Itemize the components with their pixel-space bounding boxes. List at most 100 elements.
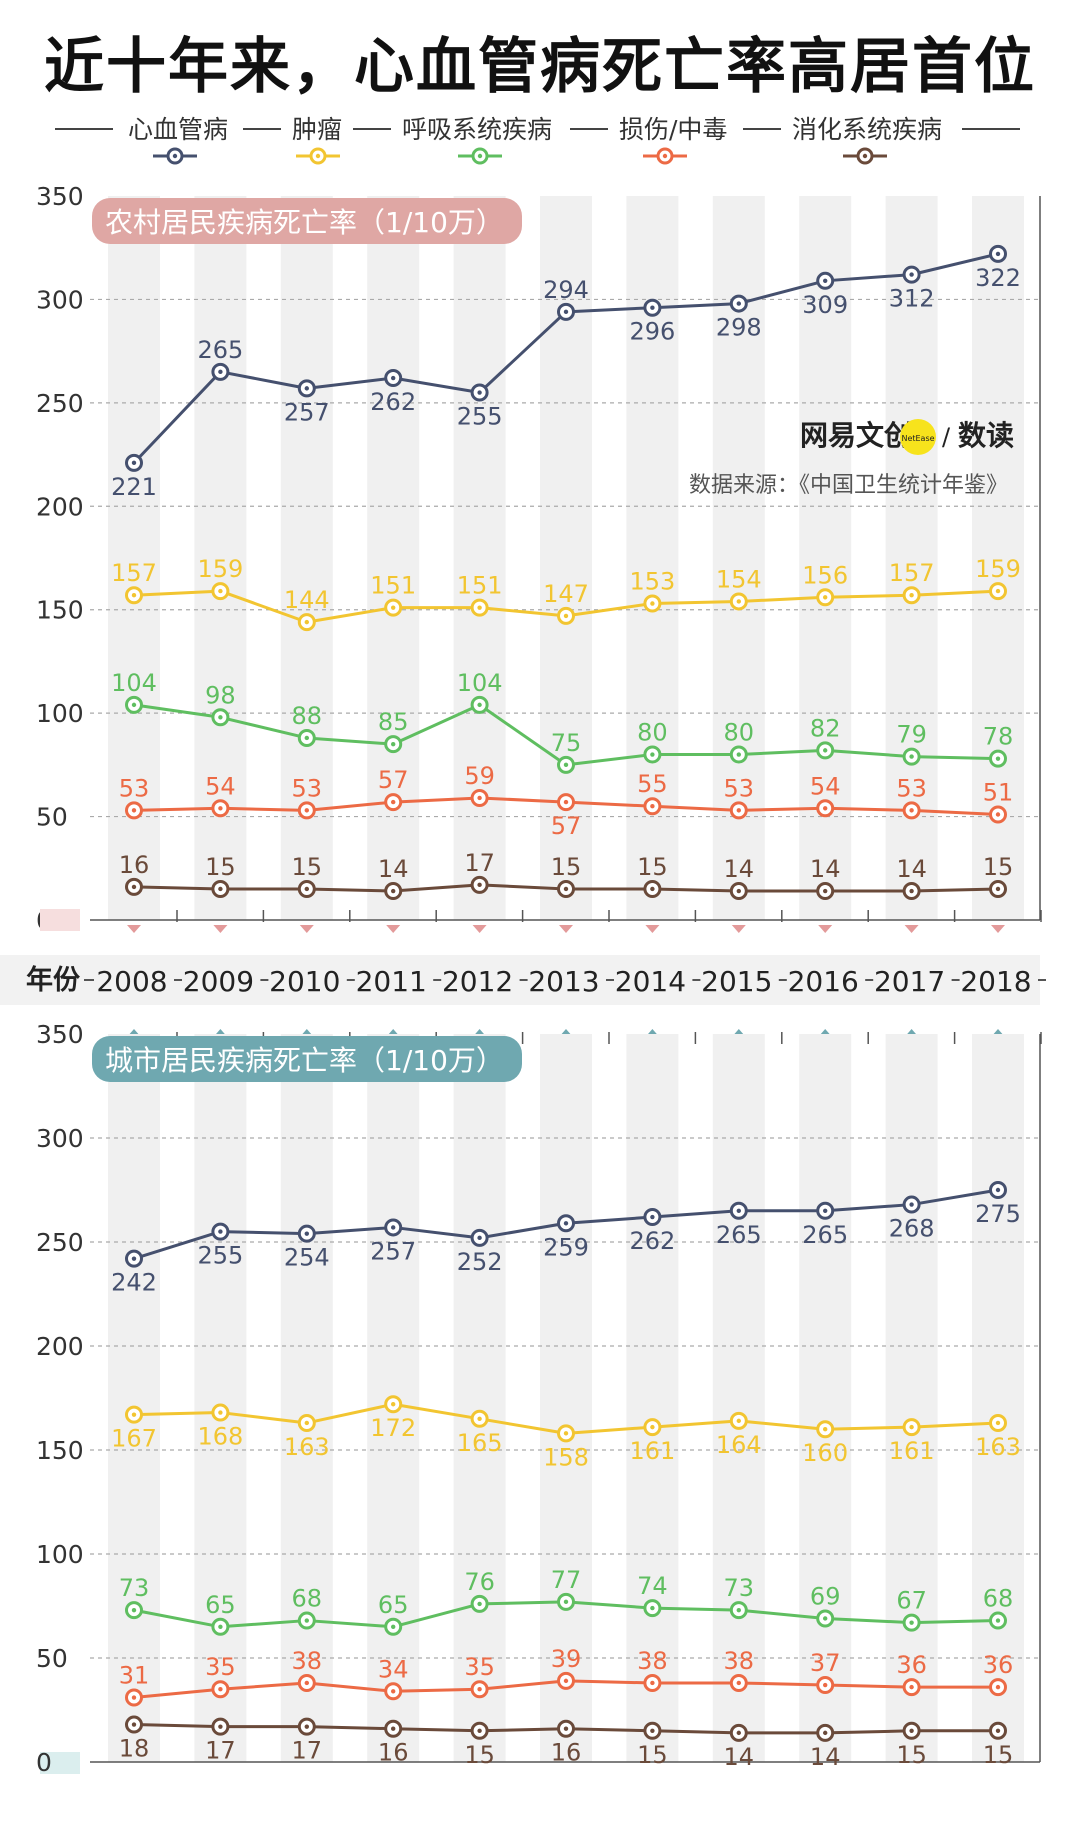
data-point-dot: [218, 806, 223, 811]
column-band: [972, 1034, 1024, 1762]
data-label: 73: [119, 1574, 150, 1602]
data-point-dot: [823, 1208, 828, 1214]
rural-pointer: [645, 925, 660, 933]
year-label: 2010: [269, 965, 340, 998]
data-label: 53: [292, 774, 323, 802]
rural-pointer: [127, 925, 141, 933]
data-label: 168: [197, 1423, 243, 1451]
data-point-dot: [304, 886, 309, 892]
column-band: [194, 1034, 247, 1762]
legend-rule: [570, 128, 608, 130]
data-point-dot: [563, 886, 569, 892]
data-point-dot: [995, 251, 1001, 257]
year-label: 2014: [615, 965, 686, 998]
data-point-dot: [995, 1420, 1001, 1426]
year-label: 2013: [528, 965, 599, 998]
data-label: 82: [810, 714, 841, 742]
data-point-dot: [218, 1624, 223, 1630]
legend-marker-dot: [315, 153, 321, 159]
data-point-dot: [391, 799, 396, 805]
data-point-dot: [563, 1678, 569, 1684]
data-label: 262: [370, 388, 416, 416]
data-point-dot: [131, 1412, 137, 1417]
data-point-dot: [823, 1730, 828, 1736]
column-band: [712, 1034, 765, 1762]
legend-label: 肿瘤: [292, 115, 343, 144]
year-label: 2012: [442, 965, 513, 998]
watermark-slash: /: [942, 423, 951, 451]
data-label: 16: [119, 851, 150, 879]
data-label: 257: [284, 398, 330, 426]
data-label: 17: [205, 1737, 236, 1765]
data-label: 151: [457, 572, 503, 600]
data-label: 35: [205, 1653, 236, 1681]
data-label: 158: [543, 1443, 589, 1471]
column-band: [540, 1034, 592, 1762]
data-label: 265: [802, 1221, 848, 1249]
data-label: 298: [716, 314, 762, 342]
data-point-dot: [477, 1601, 482, 1607]
data-point-dot: [218, 1724, 223, 1729]
column-band: [108, 196, 160, 920]
data-point-dot: [477, 1728, 482, 1734]
data-point-dot: [477, 702, 482, 708]
y-tick-label: 150: [36, 596, 84, 625]
y-tick-label: 50: [36, 803, 68, 832]
column-band: [885, 1034, 938, 1762]
data-point-dot: [736, 1607, 741, 1613]
data-label: 73: [724, 1574, 755, 1602]
data-label: 15: [983, 853, 1014, 881]
data-point-dot: [823, 595, 828, 600]
data-point-dot: [736, 1208, 741, 1214]
data-point-dot: [563, 613, 569, 619]
data-point-dot: [736, 1680, 741, 1686]
watermark-badge: [900, 419, 936, 455]
data-point-dot: [909, 1728, 914, 1734]
data-point-dot: [995, 756, 1001, 761]
data-point-dot: [304, 808, 309, 813]
legend-item-injury: 损伤/中毒: [619, 110, 727, 146]
legend-label: 消化系统疾病: [792, 115, 943, 144]
data-label: 259: [543, 1233, 589, 1261]
data-label: 53: [724, 774, 755, 802]
legend-rule: [55, 128, 113, 130]
data-label: 221: [111, 473, 157, 501]
data-label: 35: [464, 1653, 495, 1681]
source-note: 数据来源：《中国卫生统计年鉴》: [689, 473, 1008, 498]
y-tick-label: 350: [36, 1020, 84, 1049]
data-label: 322: [975, 264, 1021, 292]
data-label: 309: [802, 291, 848, 319]
legend-marker-dot: [477, 153, 483, 159]
data-label: 77: [551, 1566, 582, 1594]
data-label: 159: [975, 555, 1021, 583]
data-point-dot: [909, 1620, 914, 1625]
data-point-dot: [650, 1214, 655, 1220]
year-label: 2015: [701, 965, 772, 998]
data-point-dot: [736, 1730, 741, 1736]
data-label: 14: [810, 855, 841, 883]
data-label: 15: [292, 853, 323, 881]
data-label: 14: [724, 855, 755, 883]
y-tick-label: 300: [36, 1124, 84, 1153]
data-point-dot: [218, 715, 223, 720]
data-label: 147: [543, 580, 589, 608]
data-label: 65: [378, 1591, 409, 1619]
data-point-dot: [909, 1424, 914, 1430]
data-point-dot: [823, 1616, 828, 1621]
data-label: 15: [551, 853, 582, 881]
data-point-dot: [477, 1416, 482, 1422]
legend-rule: [243, 128, 281, 130]
data-label: 67: [896, 1587, 927, 1615]
data-label: 275: [975, 1200, 1021, 1228]
data-label: 164: [716, 1431, 762, 1459]
data-label: 74: [637, 1572, 668, 1600]
data-point-dot: [823, 1427, 828, 1432]
data-point-dot: [995, 588, 1001, 594]
watermark-badge-text: NetEase: [901, 434, 934, 443]
data-label: 55: [637, 770, 668, 798]
data-label: 39: [551, 1645, 582, 1673]
year-axis-label: 年份: [26, 964, 80, 996]
data-point-dot: [131, 702, 137, 708]
data-label: 262: [629, 1227, 675, 1255]
data-label: 14: [378, 855, 409, 883]
